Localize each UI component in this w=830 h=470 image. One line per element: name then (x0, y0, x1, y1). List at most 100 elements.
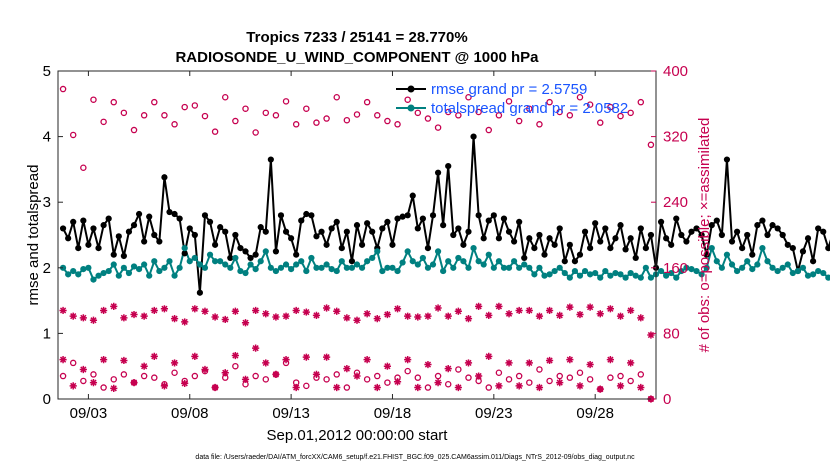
obs-assimilated-point (252, 344, 260, 352)
totalspread-point (647, 274, 655, 281)
rmse-point (566, 241, 573, 248)
obs-assimilated-point (322, 304, 331, 312)
rmse-point (338, 245, 345, 252)
totalspread-point (404, 248, 411, 255)
totalspread-point (551, 267, 558, 275)
rmse-point (612, 235, 619, 242)
obs-assimilated-point (59, 306, 67, 315)
rmse-point (627, 235, 634, 242)
obs-possible-point (485, 126, 493, 134)
rmse-point (237, 245, 244, 252)
obs-assimilated-point (414, 313, 422, 321)
rmse-point (141, 238, 148, 245)
obs-possible-point (424, 384, 432, 391)
rmse-point (708, 222, 715, 229)
rmse-point (115, 233, 122, 240)
obs-assimilated-point (322, 353, 331, 361)
totalspread-point (718, 264, 725, 271)
obs-assimilated-point (424, 312, 432, 320)
rmse-point (130, 222, 138, 229)
obs-possible-point (232, 362, 239, 370)
totalspread-point (445, 258, 452, 265)
obs-assimilated-point (556, 311, 564, 319)
obs-possible-point (59, 85, 67, 93)
obs-assimilated-point (535, 312, 544, 320)
totalspread-point (59, 264, 67, 271)
totalspread-point (480, 261, 487, 268)
totalspread-point (252, 266, 259, 273)
obs-assimilated-point (333, 383, 341, 392)
rmse-point (80, 217, 87, 224)
totalspread-point (414, 261, 421, 268)
totalspread-point (607, 272, 614, 279)
totalspread-point (455, 254, 462, 262)
obs-possible-point (90, 371, 97, 378)
totalspread-point (151, 258, 158, 265)
obs-possible-point (444, 380, 452, 388)
rmse-point (678, 231, 685, 239)
totalspread-point (602, 267, 609, 275)
totalspread-point (825, 274, 830, 281)
left-y-axis: 0 1 2 3 4 5 (43, 63, 63, 408)
totalspread-point (774, 267, 781, 275)
totalspread-point (217, 258, 224, 265)
obs-assimilated-point (100, 306, 108, 315)
obs-possible-point (536, 366, 543, 373)
rmse-point (769, 222, 776, 229)
obs-possible-point (566, 374, 574, 381)
rmse-point (303, 210, 310, 218)
rmse-point (541, 251, 548, 258)
obs-assimilated-point (596, 385, 604, 393)
rmse-point (815, 225, 822, 232)
totalspread-point (298, 258, 305, 265)
obs-assimilated-point (454, 307, 462, 315)
rmse-point (110, 251, 117, 258)
title-line-2: RADIOSONDE_U_WIND_COMPONENT @ 1000 hPa (175, 49, 539, 66)
obs-possible-point (627, 377, 634, 385)
obs-possible-point (343, 384, 351, 391)
obs-assimilated-point (89, 379, 98, 387)
rmse-point (282, 228, 290, 235)
obs-possible-point (323, 115, 330, 122)
rmse-point (450, 231, 457, 239)
rmse-point (480, 235, 487, 242)
rmse-point (587, 245, 594, 252)
rmse-point (744, 231, 751, 239)
rmse-point (551, 241, 558, 248)
obs-possible-point (444, 108, 452, 116)
rmse-point (242, 248, 249, 255)
totalspread-point (561, 269, 568, 277)
rmse-point (642, 245, 649, 252)
totalspread-point (120, 264, 127, 271)
obs-assimilated-point (373, 383, 381, 392)
rmse-point (440, 222, 447, 229)
obs-assimilated-point (434, 379, 442, 387)
obs-possible-point (607, 103, 614, 111)
rmse-point (673, 215, 680, 222)
totalspread-point (642, 264, 649, 271)
obs-possible-point (232, 117, 239, 125)
obs-assimilated-point (201, 365, 209, 374)
totalspread-point (698, 271, 705, 278)
totalspread-point (794, 267, 802, 275)
rmse-point (217, 224, 224, 231)
obs-assimilated-point (140, 312, 148, 320)
rmse-point (602, 225, 609, 232)
rmse-point (622, 246, 629, 253)
metric-lines (59, 133, 830, 296)
totalspread-point (201, 264, 209, 271)
rmse-point (475, 212, 482, 219)
totalspread-point (191, 254, 198, 262)
rmse-point (546, 235, 553, 242)
totalspread-point (247, 261, 254, 268)
obs-assimilated-point (312, 311, 321, 319)
totalspread-point (171, 272, 178, 279)
totalspread-point (267, 264, 274, 271)
totalspread-point (394, 267, 401, 275)
obs-assimilated-point (515, 306, 523, 315)
rmse-point (399, 213, 406, 220)
obs-possible-point (303, 382, 310, 390)
rmse-point (825, 245, 830, 252)
obs-assimilated-point (464, 315, 473, 323)
rmse-point (607, 245, 614, 252)
